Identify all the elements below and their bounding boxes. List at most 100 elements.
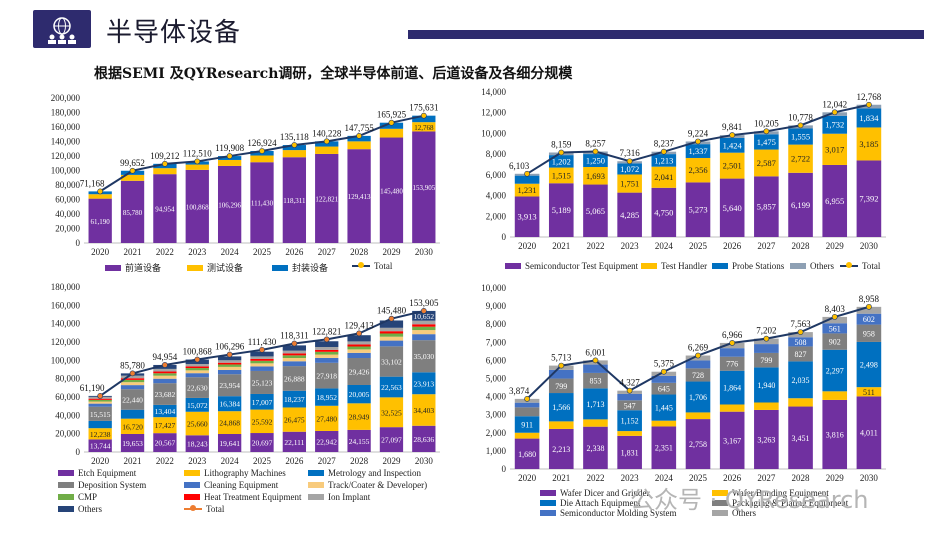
bar-segment: [217, 366, 242, 370]
data-label: 94,954: [155, 206, 175, 214]
legend-label: Track/Coater & Developer): [328, 480, 428, 490]
total-marker: [97, 188, 104, 195]
legend-item: Probe Stations: [712, 261, 784, 271]
y-tick-label: 160,000: [51, 300, 81, 310]
data-label: 23,913: [414, 379, 435, 388]
bar-segment: [347, 341, 371, 345]
bar-segment: [347, 349, 371, 353]
total-marker: [558, 149, 565, 156]
bar-segment: [250, 356, 274, 359]
bar-segment: [153, 378, 177, 384]
legend-label: Cleaning Equipment: [204, 480, 279, 490]
total-label: 6,103: [509, 161, 530, 171]
y-tick-label: 2,000: [486, 428, 507, 438]
data-label: 10,652: [414, 312, 435, 321]
y-tick-label: 80,000: [55, 374, 80, 384]
bar-segment: [719, 411, 745, 469]
data-label: 2,501: [723, 161, 742, 171]
bar-segment: [120, 409, 145, 419]
y-tick-label: 7,000: [486, 337, 507, 347]
bar-segment: [88, 420, 112, 429]
bar-segment: [185, 364, 209, 367]
total-label: 8,237: [654, 139, 675, 149]
data-label: 5,189: [552, 205, 571, 215]
bar-segment: [217, 360, 242, 363]
total-label: 122,821: [312, 326, 341, 336]
x-tick-label: 2023: [621, 473, 640, 483]
chart2-legend: Semiconductor Test Equipment Test Handle…: [505, 261, 905, 275]
bar-segment: [153, 368, 177, 372]
x-tick-label: 2020: [91, 456, 110, 466]
y-tick-label: 180,000: [51, 108, 81, 118]
bar-segment: [583, 184, 608, 237]
bar-segment: [120, 418, 145, 434]
total-marker: [226, 351, 233, 358]
x-tick-label: 2020: [518, 241, 537, 251]
legend-label: Wafer Bonding Equipment: [732, 488, 829, 498]
total-label: 94,954: [153, 352, 178, 362]
data-label: 25,123: [252, 378, 273, 387]
x-tick-label: 2027: [757, 241, 776, 251]
bar-segment: [719, 356, 745, 371]
data-label: 902: [829, 338, 841, 347]
y-tick-label: 100,000: [51, 355, 81, 365]
bar-segment: [217, 356, 242, 361]
data-label: 5,857: [757, 202, 776, 212]
bar-segment: [315, 357, 339, 363]
data-label: 22,630: [187, 384, 208, 393]
data-label: 2,722: [791, 154, 810, 164]
legend-label: Etch Equipment: [78, 468, 137, 478]
data-label: 1,445: [655, 404, 673, 413]
data-label: 7,392: [859, 194, 878, 204]
total-marker: [129, 370, 136, 377]
bar-segment: [250, 360, 274, 364]
bar-segment: [217, 411, 242, 434]
bar-segment: [315, 349, 339, 352]
total-label: 7,563: [790, 319, 811, 329]
bar-segment: [282, 366, 307, 391]
legend-item: 封装设备: [272, 261, 328, 274]
total-label: 135,118: [280, 132, 309, 142]
legend-item: Metrology and Inspection: [308, 468, 421, 478]
bar-segment: [788, 406, 813, 469]
bar-segment: [856, 324, 882, 342]
bar-segment: [347, 358, 371, 385]
y-tick-label: 20,000: [55, 224, 80, 234]
bar-segment: [379, 397, 404, 428]
data-label: 1,213: [654, 155, 673, 165]
y-tick-label: 5,000: [486, 374, 507, 384]
x-tick-label: 2023: [621, 241, 640, 251]
bar-segment: [315, 341, 339, 347]
legend-item: Wafer Dicer and Grinder: [540, 488, 649, 498]
legend-item: Etch Equipment: [58, 468, 136, 478]
bar-segment: [548, 183, 574, 237]
bar-segment: [583, 419, 608, 427]
bar-segment: [617, 393, 642, 401]
data-label: 145,480: [380, 187, 403, 195]
legend-item: 测试设备: [187, 261, 243, 274]
bar-segment: [754, 149, 779, 177]
bar-segment: [754, 344, 779, 353]
total-marker: [626, 158, 633, 165]
total-marker: [866, 101, 872, 108]
total-marker: [194, 158, 201, 165]
total-marker: [797, 329, 804, 336]
bar-segment: [217, 396, 242, 412]
bar-segment: [217, 369, 242, 375]
y-tick-label: 180,000: [51, 282, 81, 292]
data-label: 1,250: [586, 156, 605, 166]
data-label: 26,475: [284, 416, 305, 425]
data-label: 28,636: [414, 435, 435, 444]
data-label: 1,680: [518, 450, 536, 459]
bar-segment: [822, 323, 848, 334]
data-label: 2,213: [552, 445, 570, 454]
legend-label: CMP: [78, 492, 98, 502]
x-tick-label: 2027: [757, 473, 776, 483]
bar-segment: [120, 389, 145, 410]
page-title: 半导体设备: [106, 18, 242, 48]
data-label: 1,424: [723, 140, 743, 150]
legend-item: Lithography Machines: [184, 468, 286, 478]
bar-segment: [412, 425, 436, 452]
bar-segment: [379, 427, 404, 452]
data-label: 4,750: [654, 207, 673, 217]
